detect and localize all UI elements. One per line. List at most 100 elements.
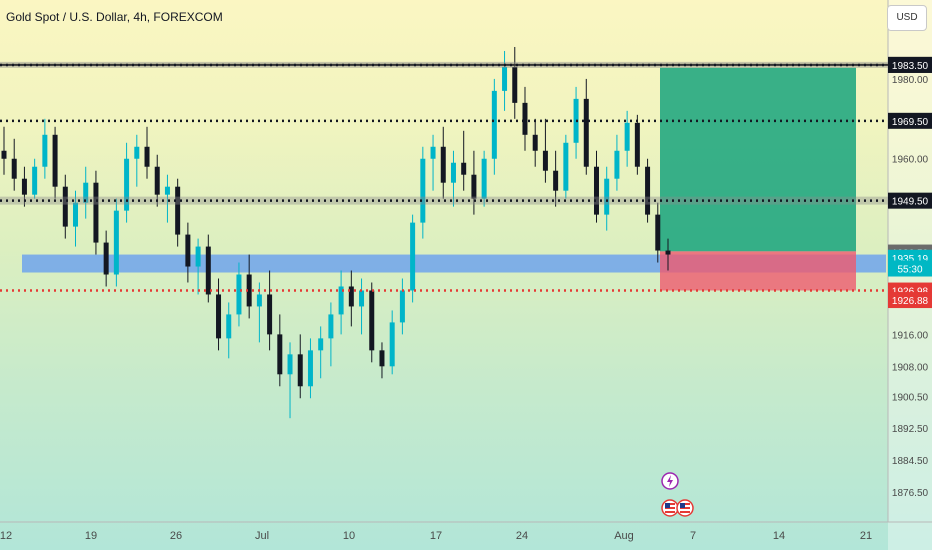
candle-body — [297, 354, 303, 387]
x-tick-label: 19 — [85, 530, 97, 542]
x-tick-label: 12 — [0, 530, 12, 542]
candle-body — [461, 162, 467, 175]
x-tick-label: 26 — [170, 530, 182, 542]
x-tick-label: 24 — [516, 530, 528, 542]
candle-body — [185, 234, 191, 267]
us-flag-stripe — [665, 509, 675, 511]
candle-body — [307, 350, 313, 387]
candle-body — [655, 214, 661, 251]
candle-body — [205, 246, 211, 295]
candle-body — [93, 182, 99, 243]
candle-body — [532, 134, 538, 151]
candle-body — [593, 166, 599, 215]
candle-body — [52, 134, 58, 187]
candle-body — [144, 146, 150, 167]
candle-body — [389, 322, 395, 367]
candle-body — [124, 158, 130, 211]
y-tick-label: 1916.00 — [892, 330, 929, 341]
candle-body — [277, 334, 283, 375]
x-tick-label: Aug — [614, 530, 634, 542]
candle-body — [226, 314, 232, 339]
candle-body — [134, 146, 140, 159]
stop-loss-zone — [660, 251, 856, 291]
candle-body — [614, 150, 620, 179]
candle-body — [502, 66, 508, 91]
candle-body — [195, 246, 201, 267]
candle-body — [410, 222, 416, 291]
candle-body — [399, 290, 405, 323]
candle-body — [11, 158, 17, 179]
x-tick-label: 7 — [690, 530, 696, 542]
candle-body — [379, 350, 385, 367]
x-tick-label: 21 — [860, 530, 872, 542]
level-tag — [888, 112, 932, 129]
candle-body — [450, 162, 456, 183]
candle-body — [369, 290, 375, 351]
y-tick-label: 1980.00 — [892, 75, 929, 86]
candle-body — [522, 102, 528, 135]
price-tag-label: 1935.19 — [892, 254, 929, 265]
candle-body — [32, 166, 38, 195]
candle-body — [267, 294, 273, 335]
candle-body — [583, 98, 589, 167]
candle-body — [491, 90, 497, 159]
candle-body — [113, 210, 119, 275]
candle-body — [42, 134, 48, 167]
candle-body — [256, 294, 262, 307]
candle-body — [236, 274, 242, 315]
candle-body — [665, 250, 671, 255]
us-flag-canton — [665, 503, 670, 508]
candle-body — [216, 294, 222, 339]
level-tag-label: 1983.50 — [892, 61, 929, 72]
x-tick-label: 10 — [343, 530, 355, 542]
candle-body — [103, 242, 109, 275]
price-tag-label: 1926.88 — [892, 296, 929, 307]
candle-body — [512, 66, 518, 103]
y-tick-label: 1960.00 — [892, 155, 929, 166]
candle-body — [73, 202, 79, 227]
level-tag-label: 1926.98 — [892, 287, 929, 298]
candle-body — [430, 146, 436, 159]
candle-body — [624, 122, 630, 151]
candle-body — [481, 158, 487, 199]
candle-body — [645, 166, 651, 215]
level-tag-label: 1969.50 — [892, 117, 929, 128]
y-tick-label: 1892.50 — [892, 424, 929, 435]
candle-body — [471, 174, 477, 199]
us-flag-stripe — [680, 509, 690, 511]
level-tag — [888, 56, 932, 73]
take-profit-zone — [660, 67, 856, 252]
candle-body — [348, 286, 354, 307]
y-tick-label: 1884.50 — [892, 456, 929, 467]
candle-body — [164, 186, 170, 195]
x-tick-label: 14 — [773, 530, 785, 542]
candle-body — [440, 146, 446, 183]
price-tag-label: 55:30 — [897, 265, 922, 276]
candle-body — [21, 178, 27, 195]
candle-body — [338, 286, 344, 315]
candle-body — [553, 170, 559, 191]
candle-body — [175, 186, 181, 235]
candle-body — [62, 186, 68, 227]
level-tag — [888, 192, 932, 209]
candle-body — [1, 150, 7, 159]
candle-body — [542, 150, 548, 171]
candle-body — [634, 122, 640, 167]
candle-body — [420, 158, 426, 223]
currency-button[interactable]: USD — [887, 5, 927, 31]
candle-body — [359, 290, 365, 307]
candle-body — [328, 314, 334, 339]
us-flag-canton — [680, 503, 685, 508]
price-tag — [888, 260, 932, 277]
candle-body — [287, 354, 293, 375]
lightning-event-icon-glyph — [667, 475, 673, 487]
candle-body — [563, 142, 569, 191]
x-tick-label: 17 — [430, 530, 442, 542]
candle-body — [604, 178, 610, 215]
chart-title: Gold Spot / U.S. Dollar, 4h, FOREXCOM — [6, 10, 223, 24]
y-tick-label: 1900.50 — [892, 392, 929, 403]
y-tick-label: 1876.50 — [892, 488, 929, 499]
candle-body — [83, 182, 89, 203]
